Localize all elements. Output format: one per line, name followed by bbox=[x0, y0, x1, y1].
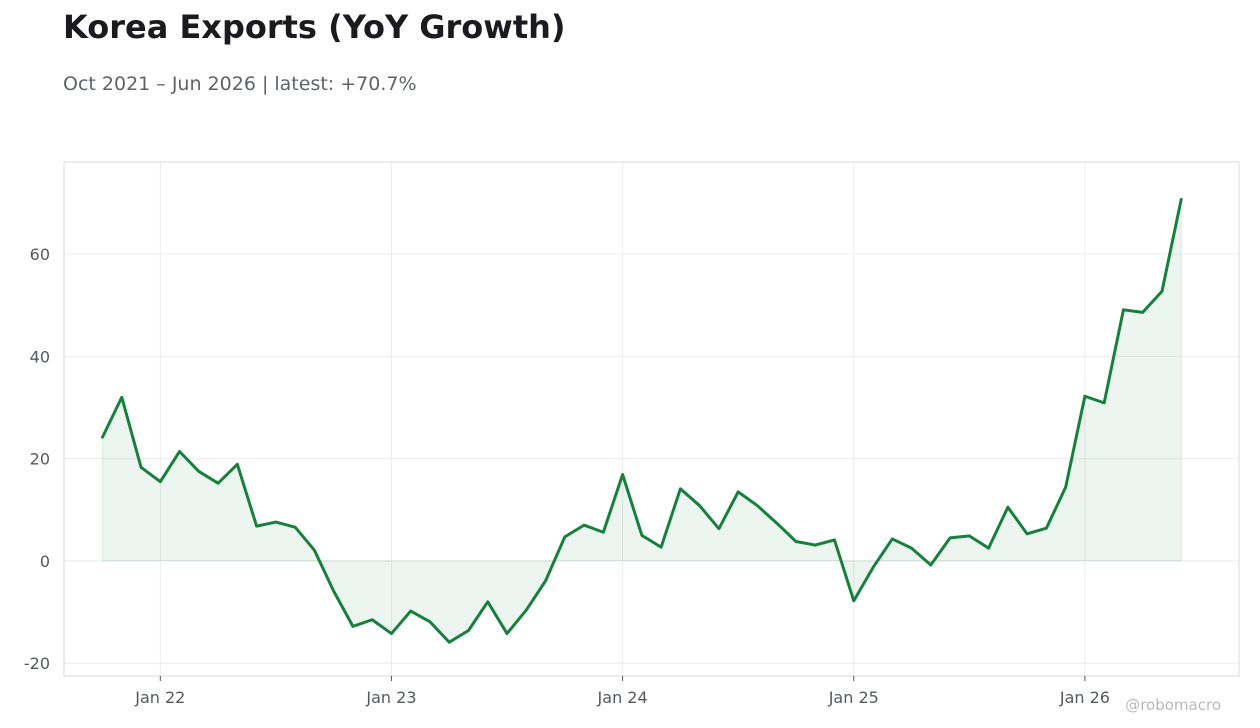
data-point bbox=[525, 609, 528, 612]
x-tick-label: Jan 22 bbox=[134, 688, 185, 707]
data-point bbox=[1160, 290, 1163, 293]
data-point bbox=[1180, 198, 1183, 201]
watermark-text: @robomacro bbox=[1125, 696, 1221, 714]
data-point bbox=[1026, 532, 1029, 535]
data-point bbox=[891, 537, 894, 540]
data-point bbox=[968, 534, 971, 537]
data-point bbox=[717, 527, 720, 530]
data-point bbox=[428, 620, 431, 623]
data-point bbox=[1045, 527, 1048, 530]
data-point bbox=[1083, 395, 1086, 398]
chart-subtitle: Oct 2021 – Jun 2026 | latest: +70.7% bbox=[63, 73, 417, 95]
x-tick-label: Jan 23 bbox=[365, 688, 416, 707]
data-points bbox=[101, 198, 1183, 644]
x-tick-label: Jan 25 bbox=[828, 688, 879, 707]
data-point bbox=[390, 632, 393, 635]
data-point bbox=[833, 538, 836, 541]
data-point bbox=[120, 396, 123, 399]
series-area-fill bbox=[102, 199, 1182, 643]
data-point bbox=[255, 525, 258, 528]
data-point bbox=[486, 600, 489, 603]
data-point bbox=[140, 466, 143, 469]
data-point bbox=[583, 524, 586, 527]
x-axis-ticks: Jan 22 Jan 23 Jan 24 Jan 25 Jan 26 bbox=[134, 676, 1110, 707]
y-tick-label: 20 bbox=[30, 450, 50, 469]
data-point bbox=[794, 540, 797, 543]
data-point bbox=[775, 522, 778, 525]
series-line bbox=[101, 197, 1183, 644]
data-point bbox=[371, 618, 374, 621]
data-point bbox=[563, 535, 566, 538]
plot-frame bbox=[63, 161, 1240, 677]
data-point bbox=[197, 470, 200, 473]
data-point bbox=[159, 480, 162, 483]
data-point bbox=[448, 641, 451, 644]
data-point bbox=[910, 547, 913, 550]
data-point bbox=[929, 564, 932, 567]
grid bbox=[64, 162, 1239, 676]
data-point bbox=[409, 610, 412, 613]
data-point bbox=[506, 632, 509, 635]
data-point bbox=[544, 579, 547, 582]
data-point bbox=[872, 566, 875, 569]
chart-title: Korea Exports (YoY Growth) bbox=[63, 8, 566, 46]
x-tick-label: Jan 26 bbox=[1059, 688, 1110, 707]
data-point bbox=[351, 625, 354, 628]
data-point bbox=[737, 490, 740, 493]
data-point bbox=[621, 473, 624, 476]
data-point bbox=[660, 546, 663, 549]
y-tick-label: 60 bbox=[30, 245, 50, 264]
data-point bbox=[313, 549, 316, 552]
data-point bbox=[1064, 486, 1067, 489]
y-tick-label: -20 bbox=[24, 654, 50, 673]
x-tick-label: Jan 24 bbox=[597, 688, 648, 707]
data-point bbox=[852, 599, 855, 602]
data-point bbox=[178, 450, 181, 453]
data-point bbox=[1122, 308, 1125, 311]
y-tick-label: 0 bbox=[40, 552, 50, 571]
y-tick-label: 40 bbox=[30, 347, 50, 366]
data-point bbox=[217, 482, 220, 485]
data-point bbox=[1141, 311, 1144, 314]
data-point bbox=[1006, 506, 1009, 509]
data-point bbox=[274, 521, 277, 524]
data-point bbox=[987, 547, 990, 550]
data-point bbox=[814, 544, 817, 547]
data-point bbox=[602, 531, 605, 534]
data-point bbox=[756, 504, 759, 507]
data-point bbox=[467, 629, 470, 632]
y-axis-ticks: -20 0 20 40 60 bbox=[24, 245, 50, 673]
data-point bbox=[236, 463, 239, 466]
data-point bbox=[1103, 401, 1106, 404]
data-point bbox=[698, 504, 701, 507]
data-point bbox=[640, 534, 643, 537]
data-point bbox=[294, 526, 297, 529]
data-point bbox=[679, 487, 682, 490]
data-point bbox=[332, 590, 335, 593]
data-point bbox=[949, 536, 952, 539]
data-point bbox=[101, 436, 104, 439]
